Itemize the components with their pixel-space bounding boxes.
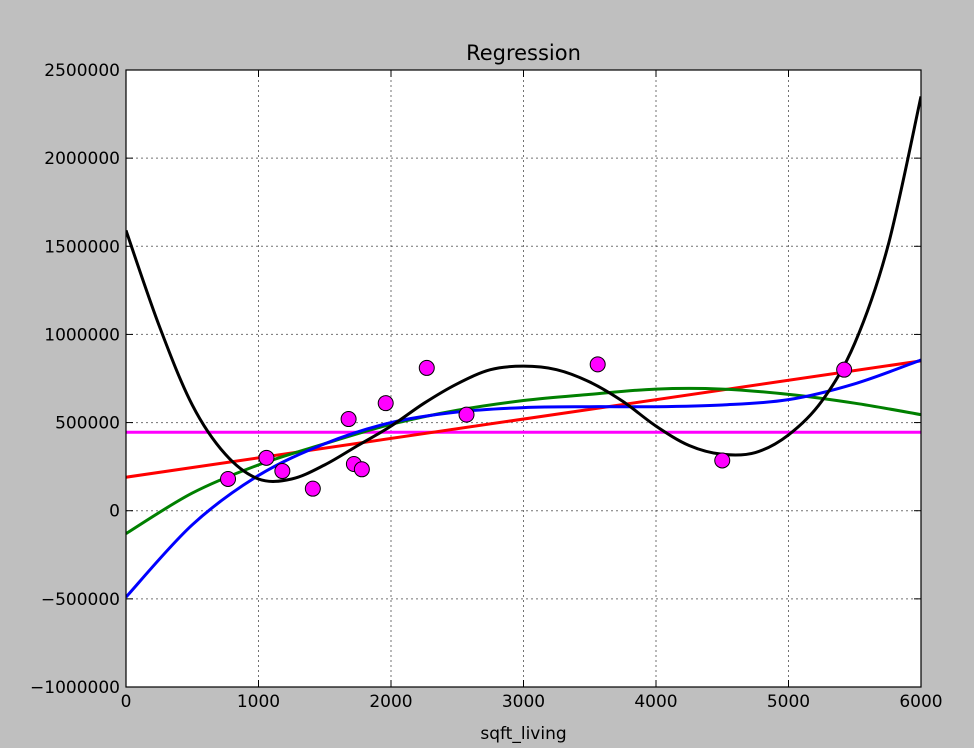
data-point (220, 470, 237, 487)
y-tick-label: 2500000 (44, 61, 120, 81)
x-tick-label: 3000 (502, 692, 545, 712)
y-tick-label: 2000000 (44, 149, 120, 169)
series-line-2 (126, 386, 921, 535)
data-point (589, 356, 606, 373)
y-tick-label: 1000000 (44, 325, 120, 345)
data-point (458, 406, 475, 423)
data-point (353, 461, 370, 478)
x-tick-label: 4000 (634, 692, 677, 712)
ticks: 0 1000 2000 3000 4000 5000 6000 −1000000 −500000… (30, 61, 943, 712)
x-tick-label: 6000 (899, 692, 942, 712)
y-tick-label: 1500000 (44, 237, 120, 257)
data-point (274, 463, 291, 480)
data-point (418, 359, 435, 376)
series-layer (126, 96, 921, 599)
y-tick-label: 0 (109, 502, 120, 522)
y-tick-label: −500000 (41, 590, 120, 610)
data-point (836, 361, 853, 378)
data-point (304, 480, 321, 497)
x-tick-label: 2000 (369, 692, 412, 712)
y-tick-label: 500000 (55, 414, 120, 434)
data-point (377, 395, 394, 412)
plot-area (126, 70, 921, 687)
data-point (340, 411, 357, 428)
series-line-4 (126, 96, 921, 483)
y-tick-label: −1000000 (30, 678, 120, 698)
x-tick-label: 5000 (767, 692, 810, 712)
data-point (258, 449, 275, 466)
data-point (714, 452, 731, 469)
x-tick-label: 1000 (237, 692, 280, 712)
x-tick-label: 0 (121, 692, 132, 712)
x-axis-label: sqft_living (480, 724, 566, 744)
chart-title: Regression (466, 41, 581, 65)
points-layer (220, 356, 853, 497)
